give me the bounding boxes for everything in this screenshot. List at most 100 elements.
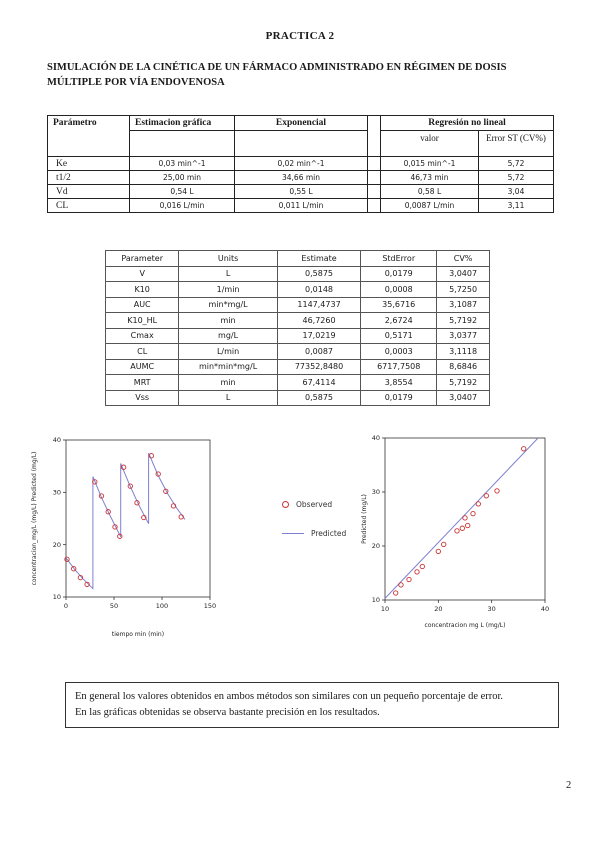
col-header-grafica: Estimacion gráfica [129, 115, 235, 131]
svg-text:tiempo min (min): tiempo min (min) [112, 631, 164, 638]
cell: 1147,4737 [276, 296, 362, 313]
svg-text:concentracion_mg/L (mg/L) Pre: concentracion_mg/L (mg/L) Predicted (mg/… [31, 452, 38, 586]
svg-text:150: 150 [204, 602, 216, 610]
cell: 1/min [178, 281, 278, 298]
observed-marker-icon [282, 501, 289, 508]
cell: 3,0377 [436, 327, 490, 344]
cell: 0,55 L [234, 184, 368, 199]
cell: 46,73 min [380, 170, 479, 185]
cell: 0,0087 [276, 343, 362, 360]
table-row: K10 1/min 0,0148 0,0008 5,7250 [104, 281, 490, 298]
cell [367, 156, 381, 171]
cell: mg/L [178, 327, 278, 344]
cell: 5,7250 [436, 281, 490, 298]
legend-label-observed: Observed [296, 500, 333, 509]
cell: 0,54 L [129, 184, 235, 199]
conclusion-box: En general los valores obtenidos en ambo… [65, 682, 559, 728]
cell: 3,8554 [360, 374, 438, 391]
document-heading: SIMULACIÓN DE LA CINÉTICA DE UN FÁRMACO … [47, 62, 507, 89]
table-row: V L 0,5875 0,0179 3,0407 [104, 265, 490, 282]
cell: 0,03 min^-1 [129, 156, 235, 171]
svg-text:concentracion mg L (mg/L): concentracion mg L (mg/L) [425, 622, 506, 629]
svg-text:50: 50 [110, 602, 118, 610]
svg-text:20: 20 [434, 605, 442, 613]
svg-text:40: 40 [53, 436, 61, 444]
chart-concentration-time: 0 50 100 150 10 20 30 40 tiempo min (min) concent… [31, 436, 216, 638]
svg-text:10: 10 [372, 596, 380, 604]
table-row: t1/2 25,00 min 34,66 min 46,73 min 5,72 [47, 170, 555, 185]
empty-header-cell [234, 130, 368, 157]
cell: V [104, 265, 180, 282]
cell: 0,015 min^-1 [380, 156, 479, 171]
table-row: Vss L 0,5875 0,0179 3,0407 [104, 389, 490, 406]
cell: 0,58 L [380, 184, 479, 199]
table-row: MRT min 67,4114 3,8554 5,7192 [104, 374, 490, 391]
page-title: PRACTICA 2 [265, 30, 335, 42]
svg-text:0: 0 [64, 602, 68, 610]
cell: Vd [47, 184, 130, 199]
cell: 0,5171 [360, 327, 438, 344]
cell: 3,0407 [436, 265, 490, 282]
table-row: AUC min*mg/L 1147,4737 35,6716 3,1087 [104, 296, 490, 313]
pk-column-header: Units [178, 250, 278, 267]
cell: L [178, 265, 278, 282]
col-header-regresion: Regresión no lineal [379, 115, 555, 131]
legend-item-predicted: Predicted [282, 529, 346, 538]
cell: CL [47, 198, 130, 213]
cell: 0,0008 [360, 281, 438, 298]
cell: AUMC [104, 358, 180, 375]
cell: 35,6716 [360, 296, 438, 313]
cell: Cmax [104, 327, 180, 344]
svg-text:30: 30 [372, 488, 380, 496]
cell: 34,66 min [234, 170, 368, 185]
cell [367, 184, 381, 199]
cell [367, 198, 381, 213]
col-header-exponencial: Exponencial [234, 115, 368, 131]
predicted-line-icon [282, 533, 304, 534]
cell: 0,0148 [276, 281, 362, 298]
cell: 3,11 [477, 198, 555, 213]
table-row: Vd 0,54 L 0,55 L 0,58 L 3,04 [47, 184, 555, 199]
cell: 3,0407 [436, 389, 490, 406]
cell: Ke [47, 156, 130, 171]
cell: MRT [104, 374, 180, 391]
cell: 5,7192 [436, 374, 490, 391]
cell: Vss [104, 389, 180, 406]
cell: 0,0179 [360, 389, 438, 406]
cell: AUC [104, 296, 180, 313]
pk-header-row: Parameter Units Estimate StdError CV% [104, 250, 490, 267]
cell: 0,5875 [276, 389, 362, 406]
svg-text:30: 30 [488, 605, 496, 613]
conclusion-line: En las gráficas obtenidas se observa bas… [75, 706, 380, 718]
cell: 8,6846 [436, 358, 490, 375]
cell: 6717,7508 [360, 358, 438, 375]
svg-text:100: 100 [156, 602, 168, 610]
cell: 0,02 min^-1 [234, 156, 368, 171]
cell: 46,7260 [276, 312, 362, 329]
svg-text:10: 10 [381, 605, 389, 613]
cell: L/min [178, 343, 278, 360]
empty-header-cell [129, 130, 235, 157]
cell: 3,1118 [436, 343, 490, 360]
cell: 3,04 [477, 184, 555, 199]
cell: min*mg/L [178, 296, 278, 313]
cell: L [178, 389, 278, 406]
svg-text:Predicted (mg/L): Predicted (mg/L) [361, 494, 368, 544]
table-row: CL L/min 0,0087 0,0003 3,1118 [104, 343, 490, 360]
cell: K10_HL [104, 312, 180, 329]
pk-parameters-table: Parameter Units Estimate StdError CV% V L 0,58… [104, 250, 490, 406]
chart-observed-vs-predicted: 10 20 30 40 10 20 30 40 concentracion mg L (mg/L… [361, 434, 549, 629]
cell: min*min*mg/L [178, 358, 278, 375]
table-row: Cmax mg/L 17,0219 0,5171 3,0377 [104, 327, 490, 344]
cell: t1/2 [47, 170, 130, 185]
col-header-valor: valor [380, 130, 479, 157]
legend-item-observed: Observed [282, 500, 346, 509]
conclusion-line: En general los valores obtenidos en ambo… [75, 691, 504, 702]
svg-text:20: 20 [372, 542, 380, 550]
cell: 25,00 min [129, 170, 235, 185]
svg-text:40: 40 [372, 434, 380, 442]
table-row: AUMC min*min*mg/L 77352,8480 6717,7508 8,684… [104, 358, 490, 375]
cell: 0,5875 [276, 265, 362, 282]
col-header-error: Error ST (CV%) [477, 130, 555, 157]
